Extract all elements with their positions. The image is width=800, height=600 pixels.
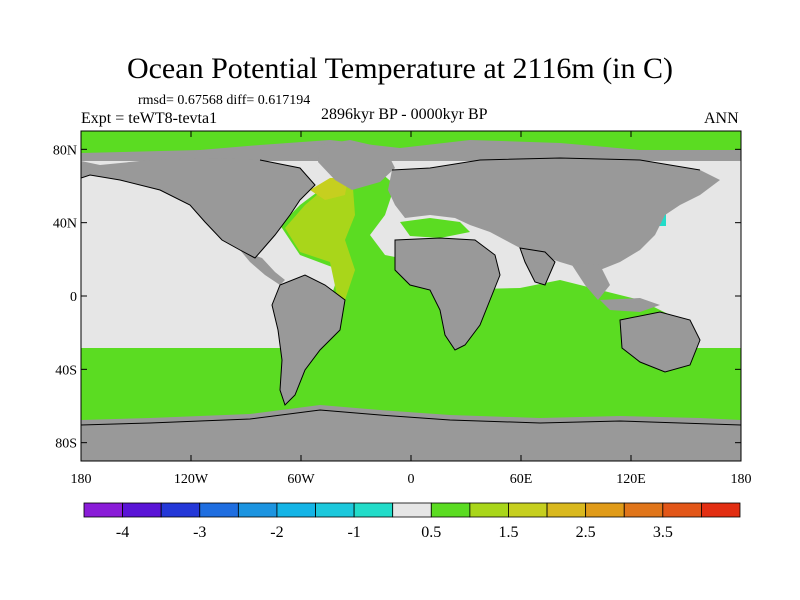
- colorbar-label: -2: [270, 524, 283, 541]
- colorbar-labels: -4 -3 -2 -1 0.5 1.5 2.5 3.5: [116, 524, 673, 541]
- colorbar-box: [392, 502, 432, 518]
- colorbar-label: -4: [116, 524, 129, 541]
- colorbar-box: [701, 502, 741, 518]
- labrador-sea: [310, 178, 348, 200]
- lon-label: 120W: [174, 472, 209, 487]
- colorbar-boxes: [83, 502, 741, 518]
- map-field: [81, 131, 741, 461]
- colorbar-box: [546, 502, 587, 518]
- lon-label: 0: [408, 472, 415, 487]
- colorbar-box: [623, 502, 664, 518]
- colorbar-box: [83, 502, 123, 518]
- colorbar-label: 3.5: [653, 524, 673, 541]
- north-atlantic-band: [285, 175, 355, 300]
- lon-label: 180: [731, 472, 752, 487]
- colorbar-box: [199, 502, 239, 518]
- season-label: ANN: [704, 110, 739, 127]
- lat-label: 0: [70, 290, 77, 305]
- colorbar-box: [160, 502, 201, 518]
- colorbar-label: -3: [193, 524, 206, 541]
- lat-label: 40N: [53, 217, 77, 232]
- lon-label: 60E: [510, 472, 533, 487]
- lon-label: 120E: [616, 472, 646, 487]
- colorbar-box: [430, 502, 471, 518]
- mediterranean: [400, 218, 470, 238]
- period-label: 2896kyr BP - 0000kyr BP: [321, 106, 488, 123]
- colorbar-box: [122, 502, 162, 518]
- coastlines: [81, 157, 741, 426]
- stats-text: rmsd= 0.67568 diff= 0.617194: [138, 93, 311, 108]
- colorbar-box: [585, 502, 625, 518]
- land-mask: [81, 140, 741, 461]
- southern-ocean: [81, 348, 741, 420]
- colorbar-label: 0.5: [421, 524, 441, 541]
- lon-label: 180: [71, 472, 92, 487]
- colorbar-box: [315, 502, 355, 518]
- lon-label: 60W: [287, 472, 315, 487]
- lat-label: 40S: [55, 363, 77, 378]
- colorbar-box: [508, 502, 548, 518]
- colorbar-box: [353, 502, 394, 518]
- experiment-label: Expt = teWT8-tevta1: [81, 110, 218, 127]
- colorbar-label: 2.5: [576, 524, 596, 541]
- colorbar-label: 1.5: [498, 524, 518, 541]
- colorbar-label: -1: [347, 524, 360, 541]
- colorbar-box: [662, 502, 702, 518]
- colorbar-box: [469, 502, 509, 518]
- map-axes: 80N 40N 0 40S 80S 180 120W 60W 0 60E 120E 180: [53, 131, 752, 487]
- lat-label: 80N: [53, 143, 77, 158]
- lat-label: 80S: [55, 437, 77, 452]
- colorbar-box: [237, 502, 278, 518]
- colorbar-box: [276, 502, 316, 518]
- plot-title: Ocean Potential Temperature at 2116m (in…: [126, 52, 674, 85]
